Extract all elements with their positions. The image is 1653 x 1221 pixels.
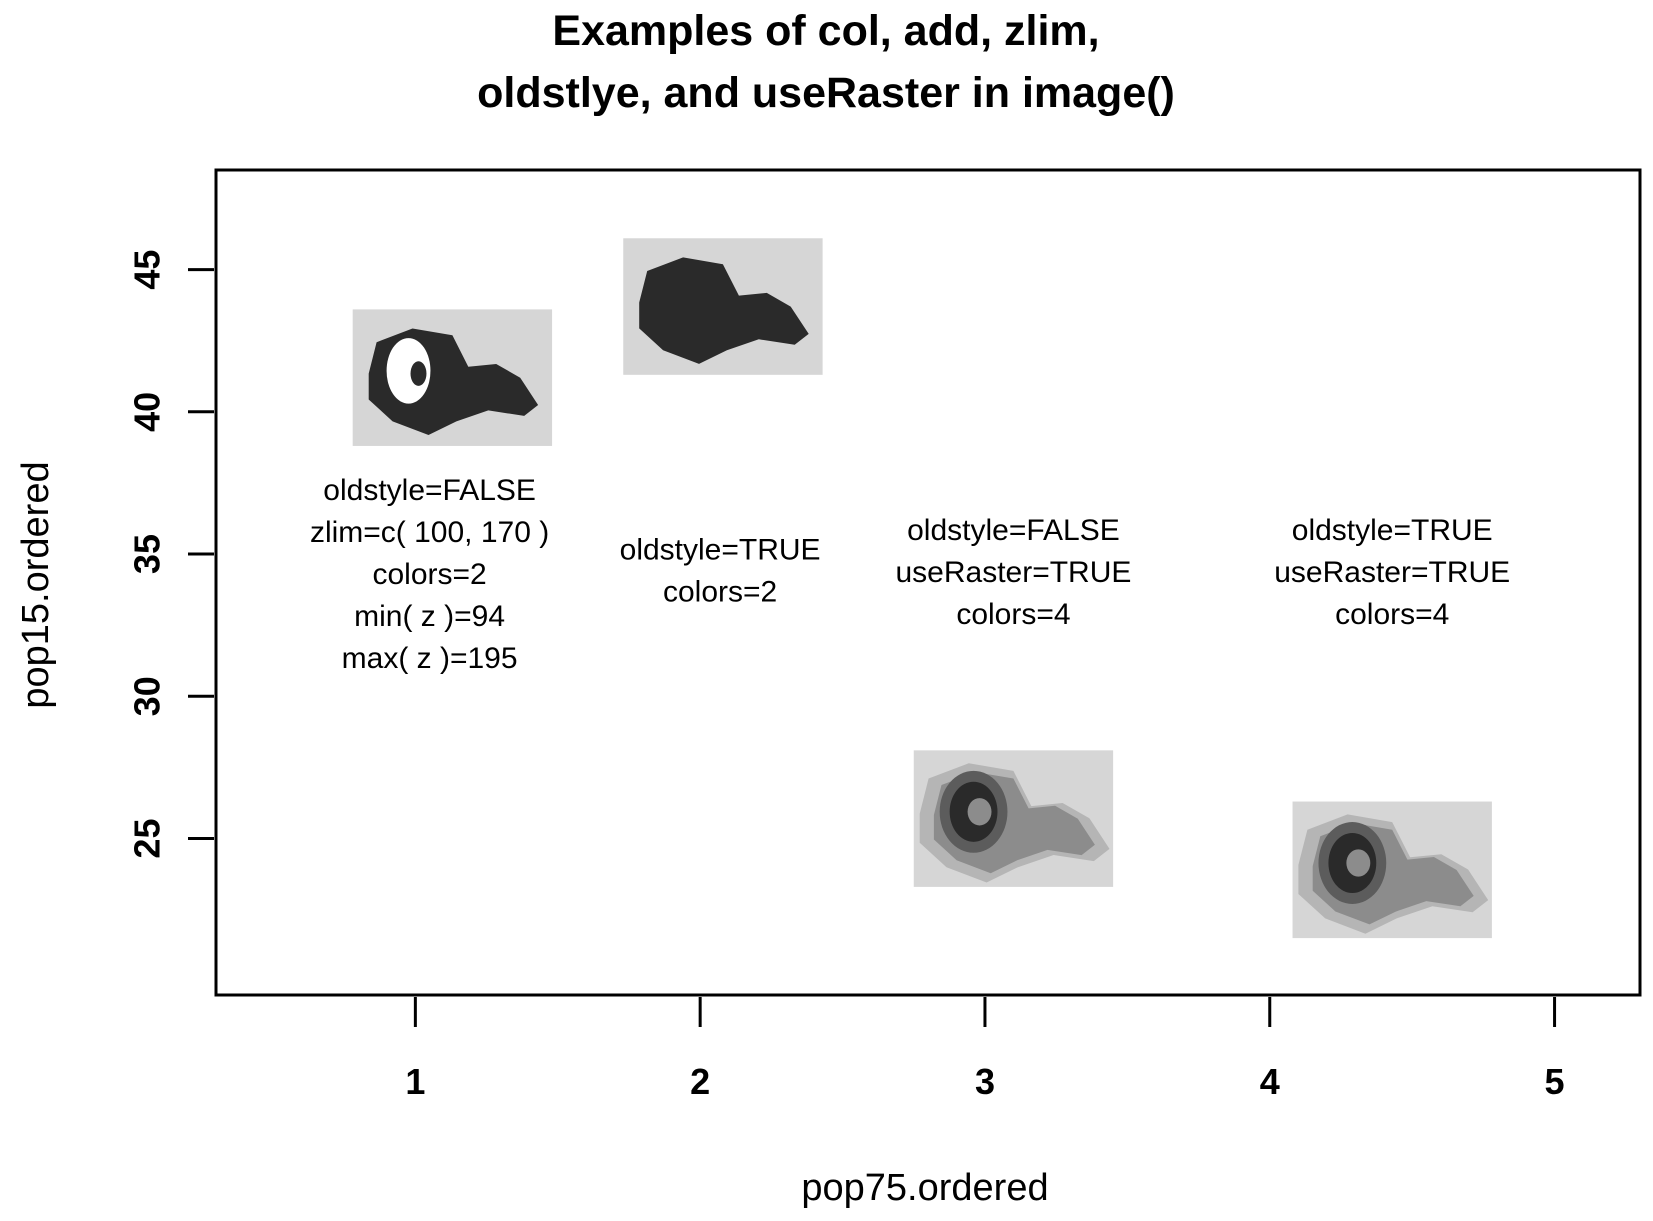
chart-title-line-2: oldstlye, and useRaster in image() [477, 69, 1175, 117]
image-panel-oldstyle-true [623, 238, 823, 375]
y-tick-label-30: 30 [127, 676, 168, 716]
annotation-2-line-1: oldstyle=TRUE [620, 534, 821, 567]
image-region-hole-oldstyle-false-zlim [386, 338, 431, 404]
x-tick-label-2: 2 [690, 1061, 710, 1102]
x-tick-label-4: 4 [1260, 1061, 1280, 1102]
x-tick-label-3: 3 [975, 1061, 995, 1102]
annotation-3-line-1: oldstyle=FALSE [907, 514, 1120, 547]
x-axis-title: pop75.ordered [801, 1167, 1048, 1209]
annotation-3-line-3: colors=4 [956, 598, 1070, 631]
annotation-1-line-1: oldstyle=FALSE [323, 474, 536, 507]
annotation-1-line-2: zlim=c( 100, 170 ) [310, 516, 549, 549]
image-region-dark-oldstyle-true [639, 257, 809, 364]
chart-title-line-1: Examples of col, add, zlim, [552, 7, 1099, 55]
y-axis-title: pop15.ordered [15, 461, 57, 708]
annotation-1-line-4: min( z )=94 [354, 600, 505, 633]
plot-frame [214, 168, 1642, 997]
x-tick-label-1: 1 [405, 1061, 425, 1102]
y-tick-label-35: 35 [127, 534, 168, 574]
x-tick-label-5: 5 [1545, 1061, 1565, 1102]
annotation-1-line-3: colors=2 [372, 558, 486, 591]
image-region-center-oldstyle-true-raster [1346, 849, 1371, 877]
image-panel-oldstyle-false-zlim [352, 309, 553, 446]
annotation-1-line-5: max( z )=195 [342, 642, 518, 675]
image-panel-oldstyle-false-raster [913, 750, 1114, 887]
y-tick-label-45: 45 [127, 250, 168, 290]
image-region-center-oldstyle-false-raster [967, 798, 992, 826]
annotation-2-line-2: colors=2 [663, 576, 777, 609]
annotation-3-line-2: useRaster=TRUE [895, 556, 1131, 589]
image-region-core-oldstyle-false-zlim [410, 361, 427, 386]
y-tick-label-25: 25 [127, 819, 168, 859]
image-panel-oldstyle-true-raster [1292, 801, 1492, 939]
annotation-4-line-1: oldstyle=TRUE [1292, 514, 1493, 547]
annotation-4-line-3: colors=4 [1335, 598, 1449, 631]
annotation-4-line-2: useRaster=TRUE [1274, 556, 1510, 589]
y-tick-label-40: 40 [127, 392, 168, 432]
